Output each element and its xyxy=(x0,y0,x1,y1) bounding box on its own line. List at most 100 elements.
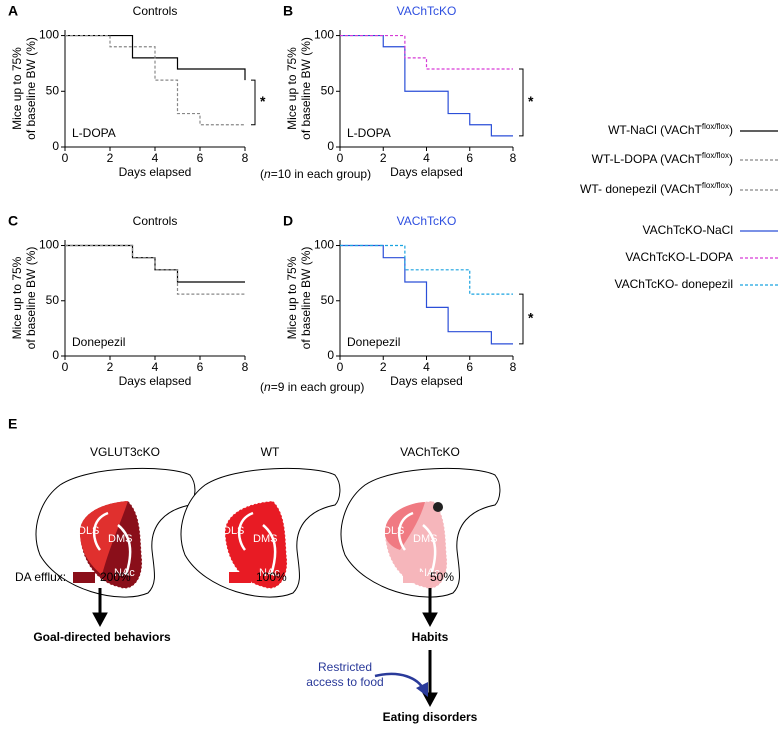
chart-title: VAChTcKO xyxy=(397,4,457,18)
x-tick-label: 0 xyxy=(62,151,69,165)
y-tick-label: 50 xyxy=(321,83,335,97)
x-tick-label: 4 xyxy=(152,151,159,165)
region-label: DMS xyxy=(108,533,132,545)
x-tick-label: 8 xyxy=(242,151,249,165)
chart-title: Controls xyxy=(133,214,178,228)
annotation: Donepezil xyxy=(72,335,125,349)
x-tick-label: 0 xyxy=(337,360,344,374)
annotation: Donepezil xyxy=(347,335,400,349)
region-label: NAc xyxy=(259,567,280,579)
y-tick-label: 50 xyxy=(46,83,60,97)
legend-label: WT-NaCl (VAChTflox/flox) xyxy=(608,122,733,137)
y-axis-label: Mice up to 75% xyxy=(10,47,24,130)
x-tick-label: 4 xyxy=(423,151,430,165)
note-var: n xyxy=(264,380,271,394)
arrows xyxy=(92,588,438,708)
legend: WT-NaCl (VAChTflox/flox)WT-L-DOPA (VAChT… xyxy=(580,122,778,291)
panel-letter: A xyxy=(8,3,18,19)
y-axis-label: of baseline BW (%) xyxy=(299,37,313,140)
legend-sup: flox/flox xyxy=(702,181,729,190)
arrow-head xyxy=(416,682,428,697)
x-tick-label: 6 xyxy=(466,151,473,165)
y-axis-label: Mice up to 75% xyxy=(10,256,24,339)
y-tick-label: 100 xyxy=(314,28,334,42)
y-tick-label: 50 xyxy=(321,293,335,307)
legend-suffix: ) xyxy=(729,123,733,137)
y-tick-label: 50 xyxy=(46,293,60,307)
region-label: DMS xyxy=(413,533,437,545)
legend-suffix: ) xyxy=(729,182,733,196)
note-var: n xyxy=(264,167,271,181)
y-tick-label: 100 xyxy=(314,238,334,252)
legend-text: VAChTcKO-L-DOPA xyxy=(625,250,733,264)
brain: DLS DMS NAc xyxy=(35,467,196,598)
note: access to food xyxy=(306,675,383,689)
x-axis-label: Days elapsed xyxy=(119,374,192,388)
swatch xyxy=(229,572,251,583)
x-tick-label: 4 xyxy=(152,360,159,374)
legend-text: VAChTcKO- donepezil xyxy=(615,277,734,291)
efflux-value: 100% xyxy=(256,570,287,584)
efflux-value: 200% xyxy=(100,570,131,584)
significance-bracket xyxy=(519,68,524,137)
brain: DLS DMS NAc xyxy=(180,467,341,598)
x-tick-label: 2 xyxy=(107,151,114,165)
note-open: ( xyxy=(260,167,264,181)
legend-text: VAChTcKO-NaCl xyxy=(643,223,733,237)
y-axis-label: of baseline BW (%) xyxy=(299,247,313,350)
significance: * xyxy=(528,310,534,326)
note-open: ( xyxy=(260,380,264,394)
efflux-label: DA efflux: xyxy=(15,570,66,584)
significance: * xyxy=(528,93,534,109)
note-rest: =9 in each group) xyxy=(271,380,365,394)
swatch xyxy=(73,572,95,583)
diagram: E VGLUT3cKO WT VAChTcKO DLS DMS NAc DLS … xyxy=(8,416,501,724)
swatch xyxy=(403,572,425,583)
panel-letter: C xyxy=(8,213,18,229)
x-axis-label: Days elapsed xyxy=(119,165,192,179)
x-tick-label: 6 xyxy=(197,151,204,165)
legend-text: WT-L-DOPA (VAChT xyxy=(592,152,703,166)
legend-label: VAChTcKO-L-DOPA xyxy=(625,250,733,264)
brain-title: WT xyxy=(261,445,280,459)
x-tick-label: 8 xyxy=(510,151,517,165)
legend-label: VAChTcKO- donepezil xyxy=(615,277,734,291)
survival-line xyxy=(340,244,513,295)
legend-sup: flox/flox xyxy=(702,151,729,160)
survival-line xyxy=(340,244,513,345)
y-tick-label: 100 xyxy=(39,238,59,252)
significance-bracket xyxy=(519,293,524,345)
x-axis-label: Days elapsed xyxy=(390,374,463,388)
panel-letter: D xyxy=(283,213,293,229)
group-note: (n=10 in each group) xyxy=(260,167,371,181)
x-tick-label: 4 xyxy=(423,360,430,374)
y-tick-label: 0 xyxy=(327,348,334,362)
x-axis-label: Days elapsed xyxy=(390,165,463,179)
significance: * xyxy=(260,93,266,109)
survival-line xyxy=(340,34,513,137)
charts: A Controls Mice up to 75% of baseline BW (%… xyxy=(8,3,534,394)
region-label: DLS xyxy=(223,525,244,537)
outcome: Habits xyxy=(412,630,449,644)
y-tick-label: 0 xyxy=(327,139,334,153)
chart-title: Controls xyxy=(133,4,178,18)
region-label: DLS xyxy=(383,525,404,537)
x-tick-label: 8 xyxy=(510,360,517,374)
note: Restricted xyxy=(318,660,372,674)
survival-line xyxy=(65,244,245,283)
x-tick-label: 0 xyxy=(62,360,69,374)
brain-title: VAChTcKO xyxy=(400,445,460,459)
group-note: (n=9 in each group) xyxy=(260,380,364,394)
legend-suffix: ) xyxy=(729,152,733,166)
panel-letter: E xyxy=(8,416,17,432)
legend-text: WT-NaCl (VAChT xyxy=(608,123,702,137)
legend-label: WT-L-DOPA (VAChTflox/flox) xyxy=(592,151,733,166)
x-tick-label: 2 xyxy=(107,360,114,374)
x-tick-label: 2 xyxy=(380,151,387,165)
legend-text: WT- donepezil (VAChT xyxy=(580,182,702,196)
note-rest: =10 in each group) xyxy=(271,167,371,181)
survival-line xyxy=(65,244,245,295)
region-label: DMS xyxy=(253,533,277,545)
survival-line xyxy=(65,34,245,126)
y-tick-label: 0 xyxy=(52,139,59,153)
